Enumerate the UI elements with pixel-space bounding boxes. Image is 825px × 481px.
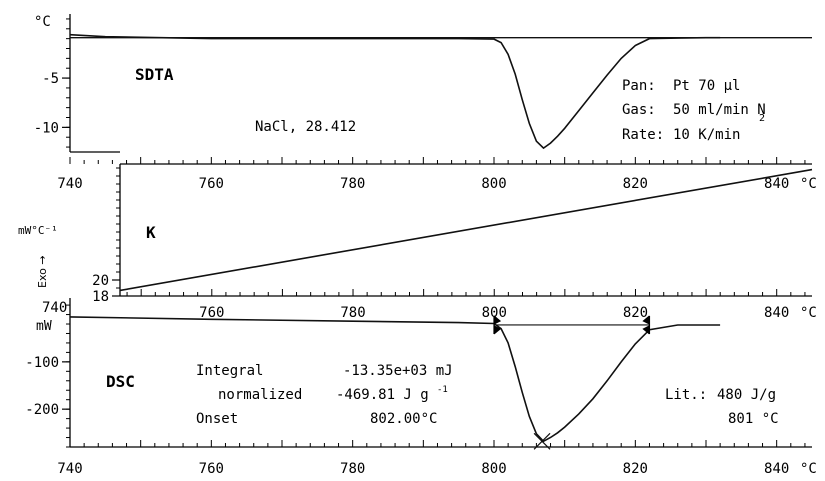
- normalized-value: -469.81 J g: [336, 387, 429, 403]
- k-bottom-ticks: [126, 289, 806, 296]
- rate-label: Rate:: [622, 127, 664, 143]
- y-tick-label: 18: [92, 289, 109, 305]
- k-title: K: [146, 223, 156, 242]
- sdta-panel: -5 -10 °C SDTA NaCl, 28.412 Pan: Pt 70 µl…: [34, 14, 812, 152]
- k-x-labels: 760 780 800 820 840: [199, 305, 789, 321]
- normalized-label: normalized: [218, 387, 302, 403]
- gas-subscript: 2: [759, 113, 765, 124]
- sdta-minor-ticks: [66, 18, 70, 148]
- y-tick-label: -10: [34, 120, 59, 136]
- k-x-label: 760: [199, 305, 224, 321]
- dsc-x-label: 840: [764, 461, 789, 477]
- integral-value: -13.35e+03 mJ: [343, 363, 453, 379]
- top-x-label: 780: [340, 176, 365, 192]
- top-x-label: 760: [199, 176, 224, 192]
- sdta-series: [69, 33, 812, 150]
- sdta-y-ticks: -5 -10: [34, 71, 70, 136]
- k-series: [119, 168, 813, 292]
- dsc-series: [69, 315, 721, 450]
- k-panel: 740 760 780 800 820 840 °C 760 780 800 820 840 °C…: [18, 151, 817, 321]
- sdta-series-line-0: [69, 33, 721, 150]
- lit-temperature: 801 °C: [728, 411, 779, 427]
- lit-value: 480 J/g: [717, 387, 776, 403]
- pan-value: Pt 70 µl: [673, 78, 740, 94]
- rate-value: 10 K/min: [673, 127, 740, 143]
- top-x-labels: 740 760 780 800 820 840: [57, 176, 789, 192]
- gas-label: Gas:: [622, 102, 656, 118]
- k-x-label: 800: [482, 305, 507, 321]
- dsc-x-label: 820: [623, 461, 648, 477]
- sdta-y-unit: °C: [34, 14, 51, 30]
- onset-value: 802.00°C: [370, 411, 437, 427]
- gas-value: 50 ml/min N: [673, 102, 766, 118]
- dsc-y-unit: mW: [36, 319, 52, 334]
- dsc-x-ticks: [69, 440, 806, 447]
- k-top-ticks: [69, 157, 806, 164]
- normalized-exponent: -1: [437, 385, 448, 395]
- k-x-label: 840: [764, 305, 789, 321]
- y-tick-label: -100: [25, 355, 59, 371]
- lit-label: Lit.:: [665, 387, 707, 403]
- y-tick-label: -200: [25, 402, 59, 418]
- dsc-panel: -100 -200 740 760 780 800 820 840 °C mW DSC In…: [25, 298, 817, 477]
- integral-label: Integral: [196, 363, 263, 379]
- y-tick-label: -5: [42, 71, 59, 87]
- k-series-line-0: [119, 168, 813, 292]
- dsc-x-labels: 740 760 780 800 820 840: [57, 461, 789, 477]
- top-x-label: 740: [57, 176, 82, 192]
- sdta-title: SDTA: [135, 65, 174, 84]
- sample-label: NaCl, 28.412: [255, 119, 356, 135]
- top-x-label: 800: [481, 176, 506, 192]
- y-tick-label: 20: [92, 273, 109, 289]
- dsc-x-unit: °C: [800, 461, 817, 477]
- k-y-unit: mW°C⁻¹: [18, 224, 58, 237]
- k-x-unit: °C: [800, 305, 817, 321]
- integration-end-marker: [642, 315, 651, 335]
- integration-start-marker: [493, 315, 502, 335]
- mid-left-x-label: 740: [42, 300, 67, 316]
- dsc-title: DSC: [106, 372, 135, 391]
- k-x-label: 820: [623, 305, 648, 321]
- peak-cross-marker: [533, 432, 551, 450]
- pan-label: Pan:: [622, 78, 656, 94]
- dsc-series-line-0: [69, 316, 721, 443]
- dsc-x-label: 800: [481, 461, 506, 477]
- top-x-unit: °C: [800, 176, 817, 192]
- exo-label: Exo →: [36, 255, 49, 288]
- top-x-label: 840: [764, 176, 789, 192]
- onset-label: Onset: [196, 411, 238, 427]
- dsc-x-label: 780: [340, 461, 365, 477]
- dsc-x-label: 740: [57, 461, 82, 477]
- k-x-label: 780: [340, 305, 365, 321]
- dsc-y-ticks: -100 -200: [25, 355, 70, 418]
- top-x-label: 820: [623, 176, 648, 192]
- dsc-x-label: 760: [199, 461, 224, 477]
